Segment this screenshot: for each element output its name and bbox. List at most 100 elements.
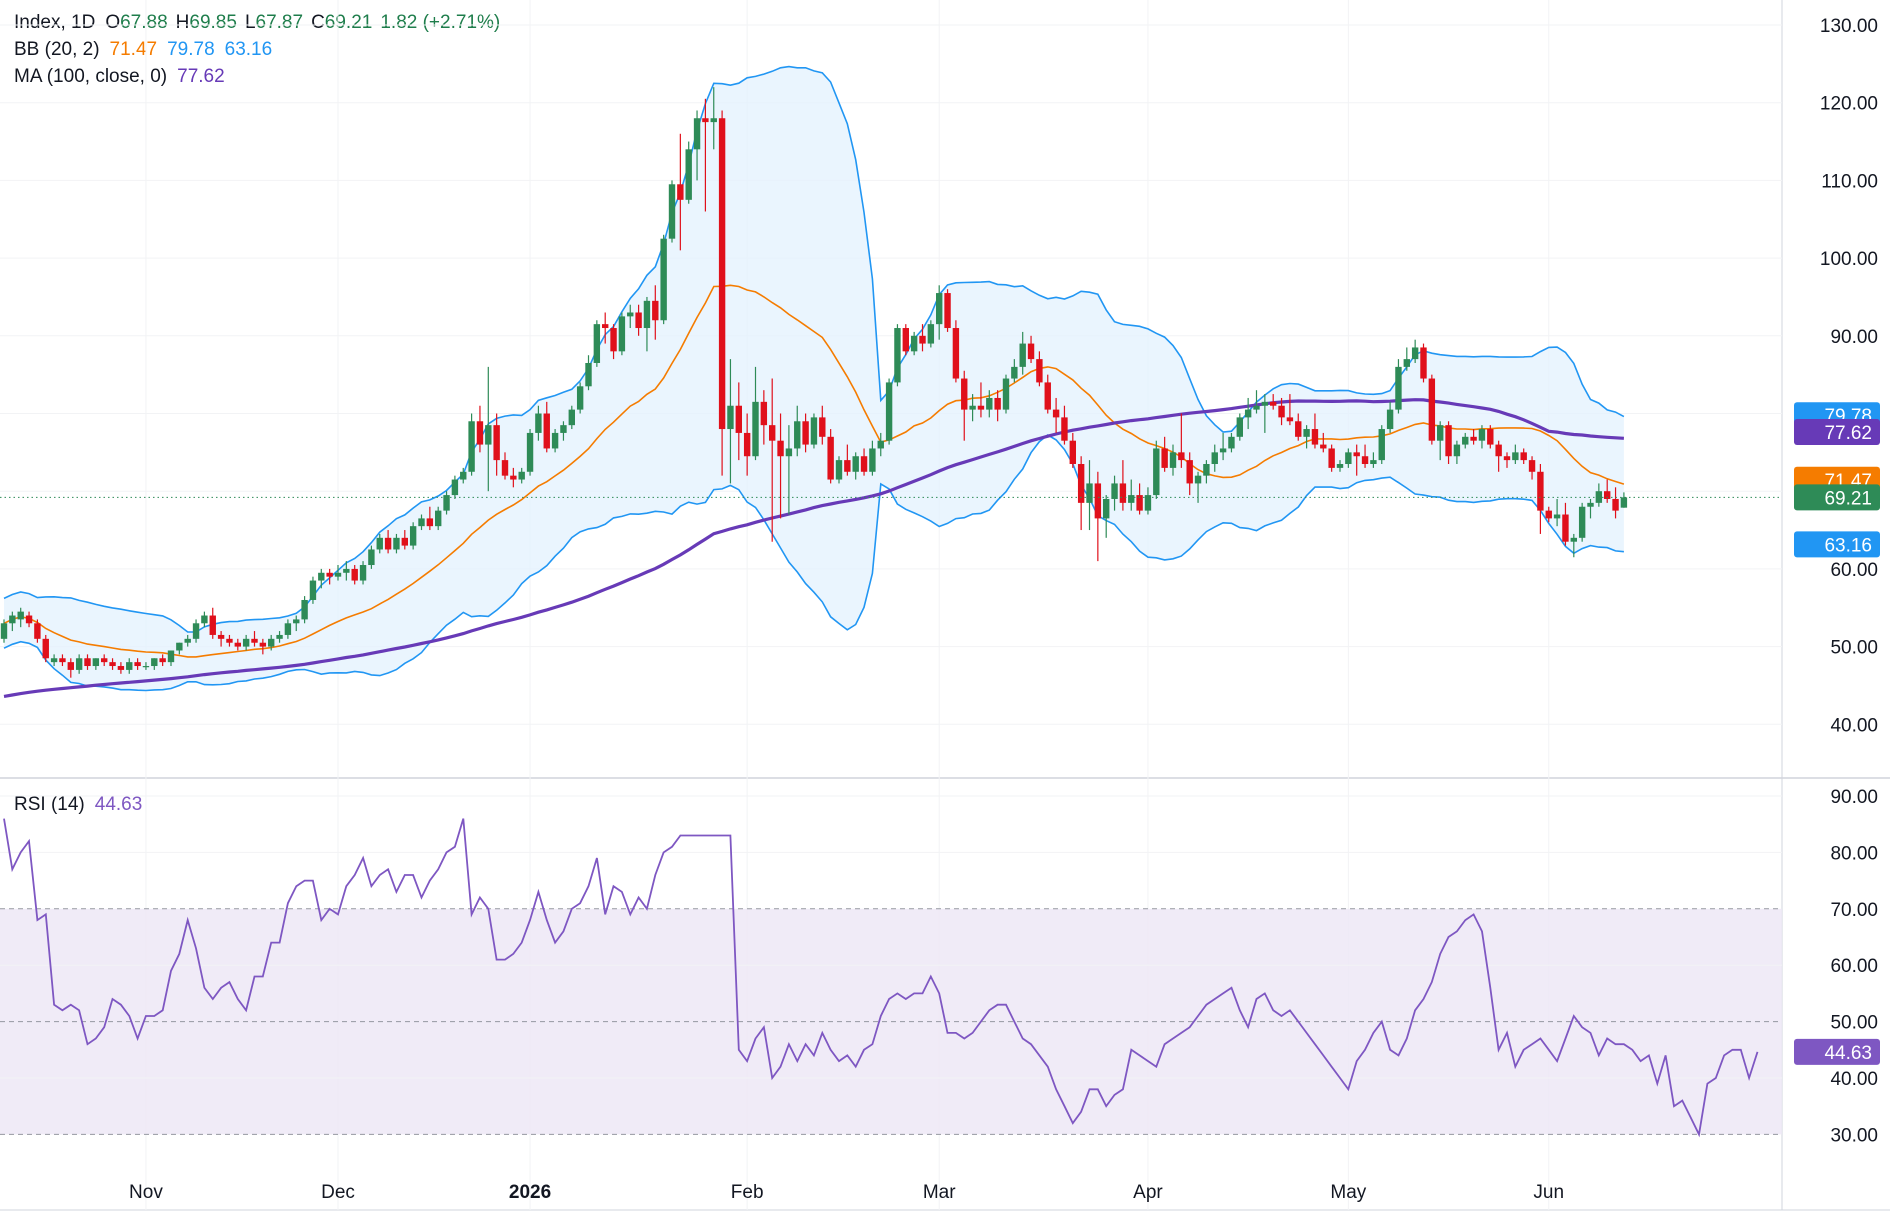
candle-body[interactable] (910, 335, 918, 352)
candle-body[interactable] (1228, 436, 1235, 449)
candle-body[interactable] (1470, 436, 1477, 441)
candle-body[interactable] (1487, 429, 1494, 445)
candle-body[interactable] (986, 397, 993, 410)
candle-body[interactable] (460, 471, 467, 480)
candle-body[interactable] (1478, 429, 1486, 441)
candle-body[interactable] (1370, 460, 1377, 465)
candle-body[interactable] (59, 658, 66, 663)
candle-body[interactable] (902, 328, 909, 352)
candle-body[interactable] (1244, 409, 1252, 418)
candle-body[interactable] (217, 634, 225, 639)
candle-body[interactable] (67, 662, 74, 670)
candle-body[interactable] (1153, 448, 1160, 496)
candle-body[interactable] (1261, 401, 1269, 406)
candle-body[interactable] (1270, 401, 1277, 406)
candle-body[interactable] (443, 495, 450, 511)
candle-body[interactable] (618, 316, 626, 352)
candle-body[interactable] (1311, 429, 1319, 445)
candle-body[interactable] (92, 658, 100, 667)
candle-body[interactable] (201, 615, 208, 624)
candle-body[interactable] (84, 658, 91, 667)
candle-body[interactable] (1044, 382, 1051, 410)
candle-body[interactable] (493, 425, 500, 461)
candle-body[interactable] (1378, 429, 1385, 461)
candle-body[interactable] (1386, 409, 1394, 430)
candle-body[interactable] (994, 397, 1001, 410)
candle-body[interactable] (777, 440, 784, 457)
candle-body[interactable] (869, 448, 876, 472)
candle-body[interactable] (418, 518, 425, 527)
candle-body[interactable] (351, 568, 358, 581)
candle-body[interactable] (142, 666, 150, 668)
candle-body[interactable] (34, 623, 41, 639)
candle-body[interactable] (927, 324, 935, 344)
candle-body[interactable] (1186, 460, 1193, 484)
candle-body[interactable] (326, 572, 333, 577)
candle-body[interactable] (42, 638, 49, 659)
candle-body[interactable] (1303, 429, 1310, 437)
candle-body[interactable] (234, 642, 241, 647)
candle-body[interactable] (1587, 502, 1594, 507)
candle-body[interactable] (961, 378, 968, 410)
candle-body[interactable] (752, 401, 759, 457)
candle-body[interactable] (1194, 475, 1202, 484)
candle-body[interactable] (1336, 464, 1344, 468)
candle-body[interactable] (819, 417, 826, 437)
candle-body[interactable] (501, 460, 509, 476)
candle-body[interactable] (827, 436, 834, 480)
candle-body[interactable] (1286, 417, 1294, 422)
candle-body[interactable] (510, 475, 517, 480)
candle-body[interactable] (401, 537, 408, 546)
candle-body[interactable] (1169, 452, 1177, 468)
candle-body[interactable] (944, 293, 951, 329)
candle-body[interactable] (1069, 440, 1076, 465)
candle-body[interactable] (25, 615, 33, 624)
candle-body[interactable] (1345, 452, 1352, 465)
candle-body[interactable] (743, 432, 751, 457)
candle-body[interactable] (50, 658, 58, 663)
candle-body[interactable] (1253, 405, 1260, 410)
candle-body[interactable] (184, 638, 191, 643)
candle-body[interactable] (677, 184, 684, 200)
candle-body[interactable] (1361, 456, 1369, 465)
candle-body[interactable] (1203, 464, 1210, 476)
candle-body[interactable] (435, 510, 442, 527)
candle-body[interactable] (1328, 448, 1335, 468)
candle-body[interactable] (409, 526, 417, 546)
candle-body[interactable] (1520, 452, 1527, 461)
candle-body[interactable] (451, 479, 459, 496)
candle-body[interactable] (1420, 347, 1427, 379)
candle-body[interactable] (568, 409, 575, 426)
candle-body[interactable] (635, 312, 642, 329)
candle-body[interactable] (1011, 366, 1018, 379)
candle-body[interactable] (1052, 409, 1060, 418)
candle-body[interactable] (1103, 498, 1110, 519)
candle-body[interactable] (101, 658, 108, 663)
candle-body[interactable] (192, 623, 200, 639)
candle-body[interactable] (468, 421, 475, 472)
candle-body[interactable] (844, 460, 851, 472)
candle-body[interactable] (1278, 405, 1285, 418)
candle-body[interactable] (1161, 448, 1168, 468)
candle-body[interactable] (560, 425, 567, 433)
candle-body[interactable] (176, 642, 183, 651)
candle-body[interactable] (602, 324, 609, 329)
candle-body[interactable] (727, 405, 734, 430)
candle-body[interactable] (769, 425, 776, 441)
candle-body[interactable] (835, 460, 843, 480)
candle-body[interactable] (1620, 497, 1628, 508)
candle-body[interactable] (1495, 444, 1502, 457)
candle-body[interactable] (1236, 417, 1243, 437)
candle-body[interactable] (1453, 444, 1461, 457)
candle-body[interactable] (293, 619, 300, 624)
candle-body[interactable] (576, 386, 584, 410)
candle-body[interactable] (359, 565, 367, 581)
candle-body[interactable] (167, 650, 175, 663)
candle-body[interactable] (1537, 471, 1544, 511)
candle-body[interactable] (585, 362, 592, 387)
candle-body[interactable] (627, 312, 634, 317)
candle-body[interactable] (1512, 452, 1519, 461)
candle-body[interactable] (1002, 378, 1010, 410)
candle-body[interactable] (693, 118, 701, 150)
candle-body[interactable] (343, 568, 350, 573)
